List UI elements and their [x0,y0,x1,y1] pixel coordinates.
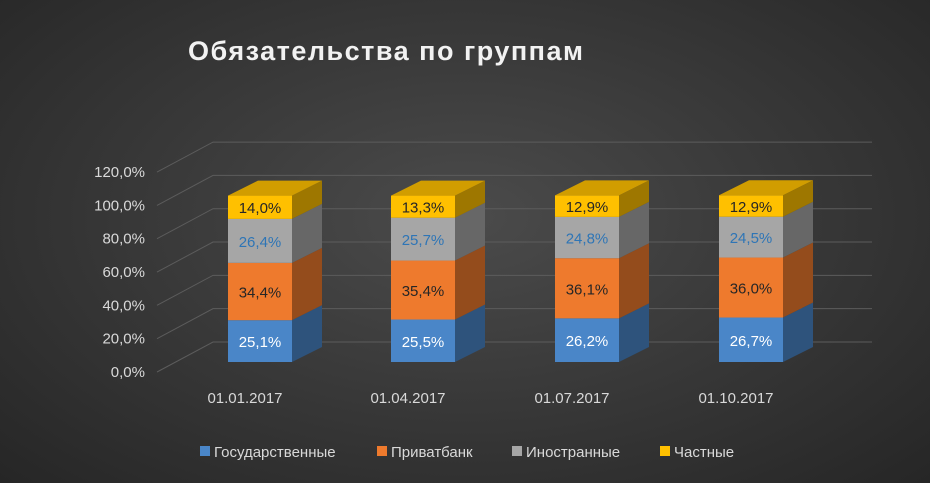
chart-title: Обязательства по группам [188,36,584,66]
bar-segment [555,216,619,259]
data-label: 12,9% [730,199,773,216]
bar-stack: 25,5% 35,4% 25,7% 13,3% [391,180,485,362]
legend-swatch [200,446,210,456]
bar-segment [555,195,619,217]
bar-stack: 26,7% 36,0% 24,5% 12,9% [719,180,813,362]
legend-label: Иностранные [526,444,620,461]
bar-segment-side [619,180,649,217]
bar-segment [555,258,619,319]
y-axis: 0,0% 20,0% 40,0% 60,0% 80,0% 100,0% 120,0% [94,164,145,381]
data-label: 26,4% [239,234,282,251]
legend: Государственные Приватбанк Иностранные Част… [200,444,734,461]
bar-segment-side [783,302,813,362]
data-label: 25,7% [402,232,445,249]
bar-segment [228,218,292,263]
data-label: 13,3% [402,200,445,217]
bar-segment-side [455,304,485,362]
bar-segment [719,257,783,318]
gridline [156,308,872,340]
grid-layer [156,141,872,373]
bar-segment-side [455,180,485,218]
bar-top [555,180,649,196]
legend-item: Приватбанк [377,444,473,461]
bar-segment-side [455,245,485,320]
data-label: 35,4% [402,283,445,300]
bar-top [719,180,813,196]
data-label: 14,0% [239,200,282,217]
gridline [156,141,872,173]
y-tick-label: 100,0% [94,197,145,214]
gridline [156,174,872,206]
bar-segment [555,318,619,362]
bar-segment-side [292,247,322,321]
y-tick-label: 120,0% [94,164,145,181]
bar-segment-side [619,201,649,259]
y-tick-label: 80,0% [102,231,145,248]
legend-swatch [377,446,387,456]
x-tick-label: 01.07.2017 [534,390,609,407]
x-tick-label: 01.01.2017 [207,390,282,407]
legend-label: Государственные [214,444,336,461]
bar-segment-side [783,201,813,258]
bar-segment [391,260,455,320]
gridline [156,208,872,240]
bar-segment-side [619,243,649,319]
gridline [156,341,872,373]
bar-segment-side [783,242,813,318]
bar-segment [719,216,783,258]
bar-top [228,180,322,196]
x-tick-label: 01.04.2017 [370,390,445,407]
data-label: 34,4% [239,285,282,302]
bar-stack: 25,1% 34,4% 26,4% 14,0% [228,180,322,362]
data-label: 26,7% [730,333,773,350]
legend-swatch [660,446,670,456]
bar-segment [719,317,783,362]
data-label: 24,5% [730,230,773,247]
legend-item: Частные [660,444,734,461]
bar-segment [228,320,292,362]
bar-segment [228,195,292,219]
bars: 25,1% 34,4% 26,4% 14,0% 25,5% 35,4% 25,7% 13,3%… [228,180,813,362]
x-axis: 01.01.2017 01.04.2017 01.07.2017 01.10.2017 [207,390,773,407]
data-label: 25,1% [239,334,282,351]
gridline [156,274,872,306]
bar-segment [391,319,455,362]
bar-segment-side [619,303,649,362]
bar-segment-side [292,203,322,263]
bar-segment [719,195,783,217]
bar-segment-side [783,180,813,217]
x-tick-label: 01.10.2017 [698,390,773,407]
legend-item: Иностранные [512,444,620,461]
bar-segment [391,195,455,218]
data-label: 36,1% [566,281,609,298]
y-tick-label: 0,0% [111,364,145,381]
bar-stack: 26,2% 36,1% 24,8% 12,9% [555,180,649,362]
bar-segment [228,262,292,321]
data-label: 24,8% [566,231,609,248]
legend-item: Государственные [200,444,336,461]
bar-segment-side [455,202,485,261]
bar-top [391,180,485,196]
legend-label: Частные [674,444,734,461]
y-tick-label: 40,0% [102,297,145,314]
gridline [156,241,872,273]
data-label: 26,2% [566,333,609,350]
data-label: 36,0% [730,281,773,298]
y-tick-label: 60,0% [102,264,145,281]
bar-segment [391,217,455,261]
bar-segment-side [292,305,322,362]
data-label: 12,9% [566,199,609,216]
legend-swatch [512,446,522,456]
legend-label: Приватбанк [391,444,473,461]
bar-segment-side [292,180,322,219]
data-label: 25,5% [402,334,445,351]
y-tick-label: 20,0% [102,331,145,348]
